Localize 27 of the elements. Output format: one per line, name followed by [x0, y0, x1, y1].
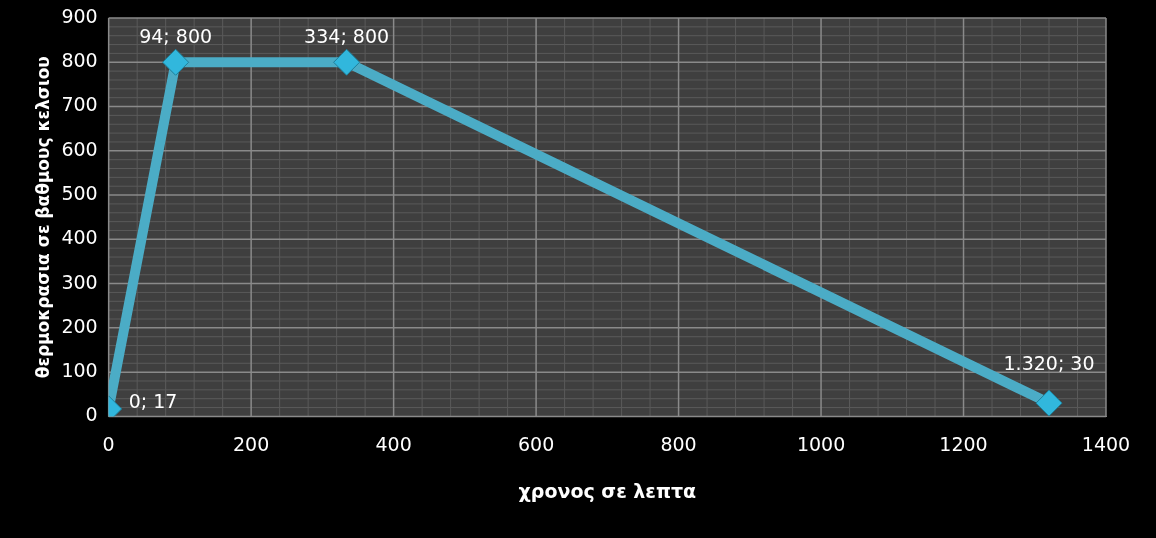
y-tick-label: 200 [61, 314, 98, 337]
y-tick-label: 500 [61, 182, 98, 204]
data-label: 334; 800 [304, 25, 390, 48]
y-axis-title: θερμοκρασια σε βαθμους κελσιου [32, 56, 53, 379]
y-tick-label: 700 [61, 93, 98, 116]
y-tick-label: 300 [61, 270, 98, 293]
y-tick-label: 400 [61, 226, 98, 249]
y-tick-label: 900 [61, 4, 98, 27]
x-tick-label: 600 [517, 432, 555, 455]
point [333, 48, 361, 76]
y-tick-label: 100 [61, 359, 98, 382]
data-label: 1.320; 30 [1003, 352, 1095, 375]
x-tick-label: 400 [375, 432, 412, 455]
y-tick-label: 600 [61, 137, 98, 160]
y-tick-label: 0 [85, 403, 98, 426]
y-tick-label: 800 [61, 49, 98, 72]
x-tick-label: 800 [660, 432, 697, 455]
data-label: 0; 17 [128, 389, 178, 412]
data-label: 94; 800 [139, 25, 213, 48]
x-tick-label: 1200 [939, 432, 988, 455]
x-tick-label: 1000 [796, 432, 846, 455]
x-tick-label: 1400 [1081, 432, 1131, 455]
x-axis-title: χρονος σε λεπτα [518, 479, 697, 502]
point [1035, 389, 1063, 417]
x-tick-label: 0 [102, 432, 115, 455]
x-tick-label: 200 [233, 432, 270, 455]
point [162, 48, 190, 76]
